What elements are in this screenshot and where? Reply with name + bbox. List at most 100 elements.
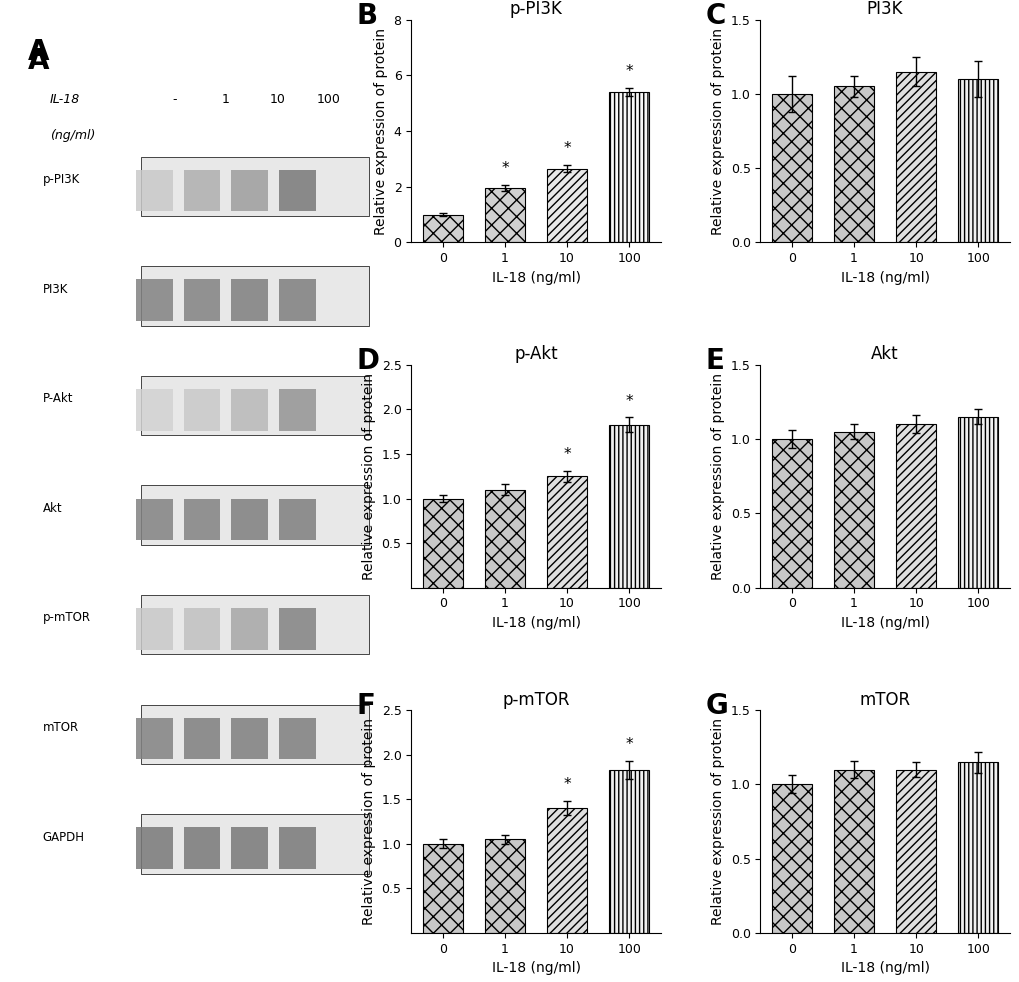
Bar <box>484 840 525 933</box>
Bar <box>231 608 268 650</box>
Text: *: * <box>562 447 571 462</box>
Bar <box>142 376 369 435</box>
Bar <box>231 828 268 869</box>
Bar <box>142 814 369 874</box>
Title: p-PI3K: p-PI3K <box>510 0 561 18</box>
Text: F: F <box>356 692 375 721</box>
Bar <box>142 485 369 545</box>
Bar <box>771 94 811 243</box>
Text: C: C <box>705 2 726 29</box>
Text: *: * <box>562 777 571 792</box>
Y-axis label: Relative expression of protein: Relative expression of protein <box>710 27 725 235</box>
X-axis label: IL-18 (ng/ml): IL-18 (ng/ml) <box>840 961 928 975</box>
Bar <box>279 389 315 430</box>
Bar <box>546 808 587 933</box>
Bar <box>957 79 998 243</box>
Bar <box>142 705 369 764</box>
X-axis label: IL-18 (ng/ml): IL-18 (ng/ml) <box>491 961 580 975</box>
Bar <box>279 170 315 211</box>
Text: E: E <box>705 347 723 375</box>
Bar <box>834 86 873 243</box>
Bar <box>279 280 315 321</box>
Y-axis label: Relative expression of protein: Relative expression of protein <box>362 373 376 579</box>
Bar <box>279 499 315 540</box>
Bar <box>279 608 315 650</box>
Y-axis label: Relative expression of protein: Relative expression of protein <box>374 27 387 235</box>
Text: *: * <box>500 161 508 177</box>
Bar <box>183 718 220 759</box>
Bar <box>136 280 172 321</box>
X-axis label: IL-18 (ng/ml): IL-18 (ng/ml) <box>840 616 928 629</box>
Text: Akt: Akt <box>43 502 62 515</box>
Bar <box>957 417 998 587</box>
Text: (ng/ml): (ng/ml) <box>50 130 95 142</box>
Bar <box>142 156 369 216</box>
Text: G: G <box>705 692 728 721</box>
Bar <box>771 785 811 933</box>
Text: 10: 10 <box>269 92 285 106</box>
Bar <box>136 608 172 650</box>
Text: 1: 1 <box>222 92 229 106</box>
Bar <box>895 424 935 587</box>
Bar <box>422 844 463 933</box>
Title: mTOR: mTOR <box>859 690 910 709</box>
Bar <box>422 214 463 243</box>
X-axis label: IL-18 (ng/ml): IL-18 (ng/ml) <box>491 616 580 629</box>
Bar <box>834 432 873 587</box>
Bar <box>608 92 649 243</box>
Bar <box>183 608 220 650</box>
Bar <box>231 718 268 759</box>
Text: B: B <box>356 2 377 29</box>
X-axis label: IL-18 (ng/ml): IL-18 (ng/ml) <box>840 271 928 285</box>
Bar <box>183 280 220 321</box>
Bar <box>136 170 172 211</box>
Text: -: - <box>172 92 176 106</box>
Bar <box>183 828 220 869</box>
Text: A: A <box>28 47 49 75</box>
Text: 100: 100 <box>316 92 340 106</box>
Bar <box>608 424 649 587</box>
Bar <box>546 476 587 587</box>
Bar <box>546 169 587 243</box>
Bar <box>183 170 220 211</box>
Y-axis label: Relative expression of protein: Relative expression of protein <box>710 718 725 925</box>
Bar <box>142 595 369 654</box>
Text: P-Akt: P-Akt <box>43 392 72 406</box>
Y-axis label: Relative expression of protein: Relative expression of protein <box>710 373 725 579</box>
Bar <box>895 770 935 933</box>
Text: *: * <box>625 394 633 409</box>
Text: PI3K: PI3K <box>43 283 67 296</box>
Text: p-mTOR: p-mTOR <box>43 612 91 625</box>
Bar <box>136 718 172 759</box>
Bar <box>142 266 369 326</box>
Title: Akt: Akt <box>870 346 898 363</box>
Title: p-Akt: p-Akt <box>514 346 557 363</box>
Text: *: * <box>625 737 633 752</box>
Bar <box>279 828 315 869</box>
Text: GAPDH: GAPDH <box>43 831 85 844</box>
Bar <box>957 762 998 933</box>
Bar <box>183 389 220 430</box>
Bar <box>279 718 315 759</box>
Y-axis label: Relative expression of protein: Relative expression of protein <box>362 718 376 925</box>
Bar <box>136 828 172 869</box>
Text: A: A <box>28 38 49 66</box>
X-axis label: IL-18 (ng/ml): IL-18 (ng/ml) <box>491 271 580 285</box>
Text: D: D <box>356 347 379 375</box>
Bar <box>231 170 268 211</box>
Bar <box>231 280 268 321</box>
Bar <box>771 439 811 587</box>
Text: mTOR: mTOR <box>43 721 78 734</box>
Bar <box>231 389 268 430</box>
Bar <box>231 499 268 540</box>
Bar <box>136 389 172 430</box>
Title: p-mTOR: p-mTOR <box>501 690 570 709</box>
Bar <box>136 499 172 540</box>
Title: PI3K: PI3K <box>866 0 903 18</box>
Text: IL-18: IL-18 <box>50 92 79 106</box>
Text: *: * <box>625 64 633 79</box>
Text: p-PI3K: p-PI3K <box>43 173 79 186</box>
Bar <box>834 770 873 933</box>
Bar <box>422 499 463 587</box>
Bar <box>484 189 525 243</box>
